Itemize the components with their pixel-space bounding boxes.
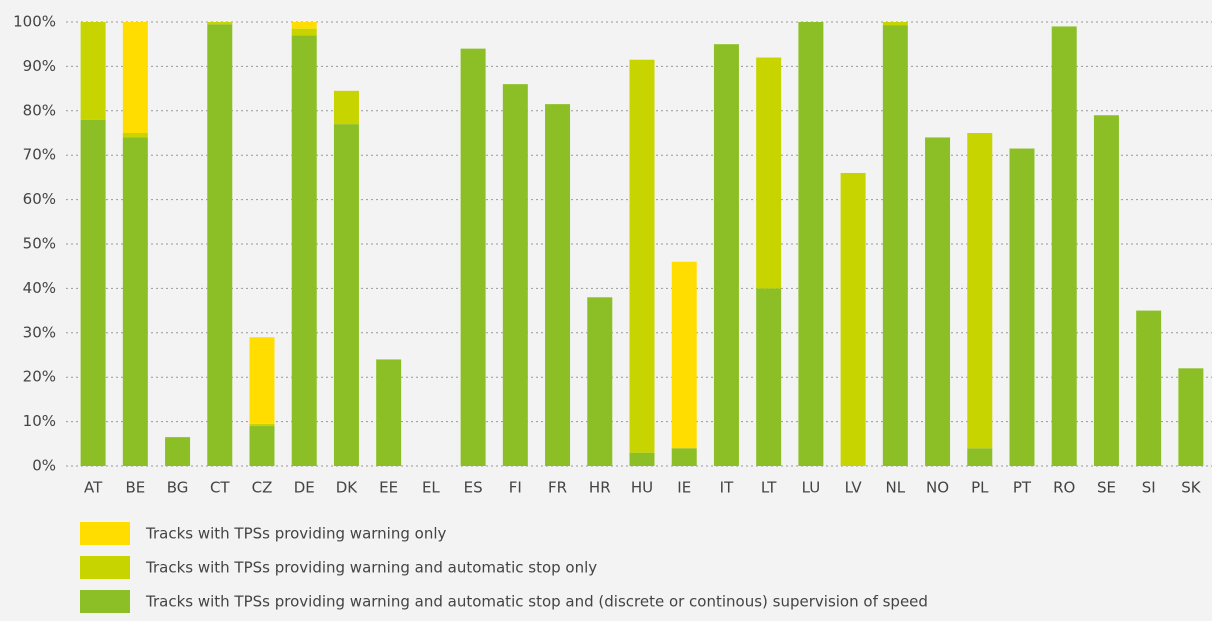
bar-segment — [333, 90, 359, 125]
bar-segment — [671, 261, 697, 449]
x-tick-label: IT — [720, 479, 734, 497]
x-tick-label: CZ — [252, 479, 273, 497]
bar-segment — [671, 448, 697, 466]
x-tick-label: SK — [1181, 479, 1202, 497]
bar-segment — [165, 437, 191, 466]
bar-segment — [291, 28, 317, 36]
bar-segment — [249, 426, 275, 466]
x-tick-label: SE — [1097, 479, 1116, 497]
bar-segment — [1051, 26, 1077, 466]
bar-segment — [122, 22, 148, 133]
x-tick-label: NO — [926, 479, 949, 497]
bar-segment — [925, 137, 951, 466]
bar-segment — [840, 172, 866, 466]
bar-segment — [756, 288, 782, 466]
x-tick-label: HR — [589, 479, 611, 497]
y-tick-label: 40% — [23, 279, 56, 297]
x-tick-label: HU — [631, 479, 653, 497]
y-tick-label: 80% — [23, 101, 56, 119]
bar-segment — [376, 359, 402, 466]
x-tick-label: PL — [971, 479, 989, 497]
bar-segment — [1093, 115, 1119, 467]
bar-segment — [122, 133, 148, 138]
legend-label: Tracks with TPSs providing warning and a… — [145, 559, 597, 577]
x-tick-label: DK — [336, 479, 359, 497]
legend-swatch — [80, 556, 130, 579]
bar-segment — [967, 133, 993, 449]
bar-segment — [713, 44, 739, 466]
bar-segment — [291, 22, 317, 29]
legend-label: Tracks with TPSs providing warning only — [145, 525, 446, 543]
legend-swatch — [80, 522, 130, 545]
bar-segment — [798, 22, 824, 466]
bar-segment — [967, 448, 993, 466]
y-tick-label: 60% — [23, 190, 56, 208]
x-tick-label: EL — [422, 479, 440, 497]
bar-segment — [545, 104, 571, 466]
bar-segment — [207, 22, 233, 25]
bar-segment — [80, 119, 106, 467]
bar-segment — [756, 57, 782, 289]
x-tick-label: IE — [677, 479, 691, 497]
bar-segment — [1136, 310, 1162, 466]
y-tick-label: 30% — [23, 323, 56, 341]
bar-segment — [1178, 368, 1204, 466]
bar-segment — [629, 59, 655, 453]
bar-segment — [882, 22, 908, 26]
y-tick-label: 70% — [23, 146, 56, 164]
bar-segment — [291, 35, 317, 466]
bar-segment — [1009, 148, 1035, 467]
bar-segment — [122, 137, 148, 466]
y-tick-label: 0% — [32, 457, 56, 475]
x-tick-label: FR — [548, 479, 567, 497]
x-tick-label: BG — [167, 479, 189, 497]
x-tick-label: CT — [210, 479, 230, 497]
y-tick-label: 20% — [23, 368, 56, 386]
x-tick-label: DE — [294, 479, 315, 497]
x-tick-label: LT — [761, 479, 777, 497]
y-tick-label: 100% — [13, 13, 56, 31]
bar-segment — [587, 297, 613, 466]
legend-swatch — [80, 590, 130, 613]
y-tick-label: 90% — [23, 57, 56, 75]
legend-label: Tracks with TPSs providing warning and a… — [145, 593, 928, 611]
x-tick-label: PT — [1013, 479, 1032, 497]
bar-segment — [460, 48, 486, 466]
bar-segment — [882, 25, 908, 466]
y-tick-label: 50% — [23, 235, 56, 253]
x-tick-label: NL — [886, 479, 906, 497]
bar-segment — [207, 24, 233, 466]
x-tick-label: BE — [125, 479, 145, 497]
bar-segment — [629, 452, 655, 466]
x-tick-label: FI — [509, 479, 522, 497]
bar-segment — [249, 337, 275, 424]
bar-segment — [333, 124, 359, 467]
bar-segment — [80, 22, 106, 120]
x-tick-label: RO — [1053, 479, 1075, 497]
bar-segment — [502, 84, 528, 466]
x-tick-label: AT — [84, 479, 103, 497]
x-tick-label: SI — [1142, 479, 1156, 497]
bar-segment — [249, 423, 275, 427]
x-tick-label: ES — [464, 479, 483, 497]
x-tick-label: LU — [802, 479, 821, 497]
x-tick-label: LV — [845, 479, 863, 497]
y-tick-label: 10% — [23, 412, 56, 430]
x-tick-label: EE — [379, 479, 398, 497]
